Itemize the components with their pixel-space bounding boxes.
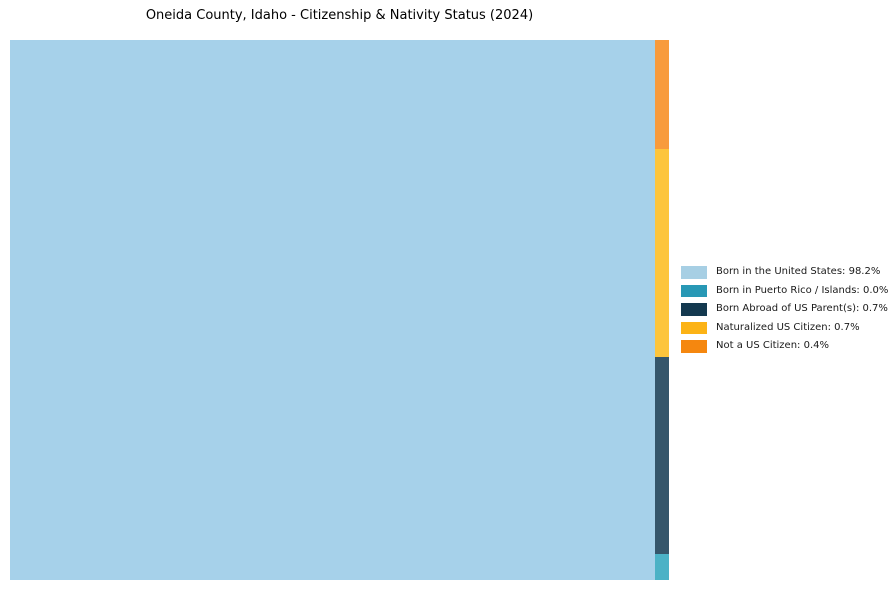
legend-row-born_abroad: Born Abroad of US Parent(s): 0.7% (681, 303, 888, 316)
chart-title: Oneida County, Idaho - Citizenship & Nat… (145, 8, 534, 23)
legend-swatch-us_born (681, 266, 707, 279)
legend-label-us_born: Born in the United States: 98.2% (716, 266, 881, 278)
legend-row-not_citizen: Not a US Citizen: 0.4% (681, 340, 888, 353)
legend-label-pr_islands: Born in Puerto Rico / Islands: 0.0% (716, 284, 889, 296)
treemap-plot (10, 40, 669, 580)
treemap-segment-us_born (10, 40, 655, 580)
treemap-segment-not_citizen (655, 40, 669, 149)
legend-row-us_born: Born in the United States: 98.2% (681, 266, 888, 279)
legend-label-naturalized: Naturalized US Citizen: 0.7% (716, 321, 860, 333)
treemap-segment-born_abroad (655, 357, 669, 554)
legend-row-naturalized: Naturalized US Citizen: 0.7% (681, 321, 888, 334)
treemap-segment-pr_islands (655, 554, 669, 580)
legend-label-born_abroad: Born Abroad of US Parent(s): 0.7% (716, 303, 888, 315)
legend-label-not_citizen: Not a US Citizen: 0.4% (716, 340, 830, 352)
legend-swatch-born_abroad (681, 303, 707, 316)
legend: Born in the United States: 98.2% Born in … (681, 266, 888, 359)
legend-swatch-pr_islands (681, 284, 707, 297)
legend-swatch-not_citizen (681, 340, 707, 353)
treemap-segment-naturalized (655, 149, 669, 357)
legend-swatch-naturalized (681, 321, 707, 334)
legend-row-pr_islands: Born in Puerto Rico / Islands: 0.0% (681, 284, 889, 297)
